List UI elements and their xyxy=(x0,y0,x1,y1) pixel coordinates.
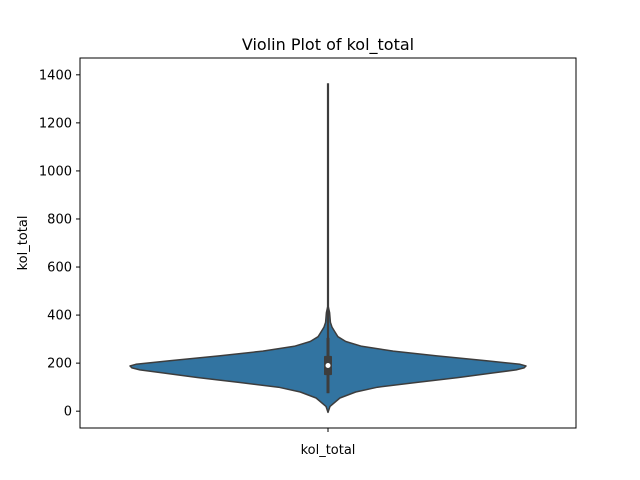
y-tick-label: 200 xyxy=(47,357,72,372)
y-tick-label: 800 xyxy=(47,212,72,227)
y-axis-label: kol_total xyxy=(16,216,31,271)
x-tick-label: kol_total xyxy=(301,443,356,458)
y-tick-label: 1200 xyxy=(39,116,72,131)
x-axis: kol_total xyxy=(301,428,356,458)
violin-median-marker xyxy=(325,363,331,369)
y-tick-label: 1400 xyxy=(39,68,72,83)
y-tick-label: 600 xyxy=(47,261,72,276)
y-tick-label: 1000 xyxy=(39,164,72,179)
chart-title: Violin Plot of kol_total xyxy=(242,35,414,55)
plot-area xyxy=(129,83,527,414)
y-tick-label: 0 xyxy=(64,405,72,420)
y-tick-label: 400 xyxy=(47,309,72,324)
y-axis: 0 200 400 600 800 1000 1200 1400 xyxy=(39,68,80,420)
